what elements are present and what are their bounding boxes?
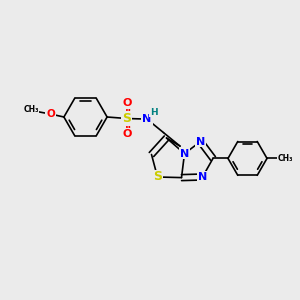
Text: O: O (122, 98, 132, 108)
Text: N: N (180, 148, 189, 159)
Text: N: N (198, 172, 207, 182)
Text: S: S (122, 112, 131, 125)
Text: N: N (196, 136, 205, 147)
Text: CH₃: CH₃ (23, 105, 39, 114)
Text: O: O (46, 109, 55, 119)
Text: N: N (142, 114, 152, 124)
Text: S: S (153, 170, 162, 184)
Text: O: O (122, 129, 132, 139)
Text: CH₃: CH₃ (277, 154, 293, 163)
Text: H: H (150, 108, 158, 117)
